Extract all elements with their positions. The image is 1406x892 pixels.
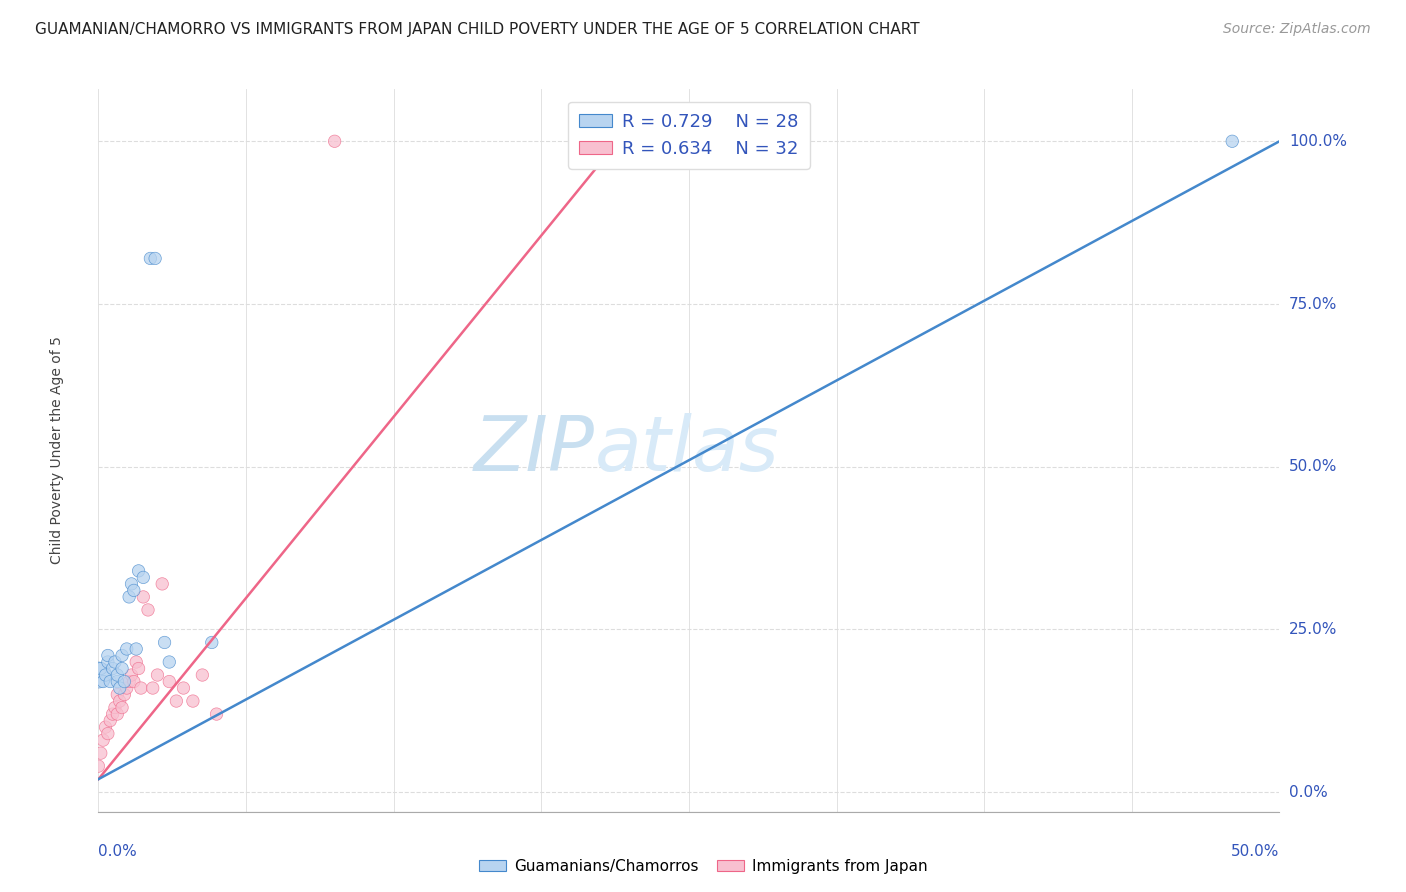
Legend: R = 0.729    N = 28, R = 0.634    N = 32: R = 0.729 N = 28, R = 0.634 N = 32: [568, 102, 810, 169]
Text: 100.0%: 100.0%: [1289, 134, 1347, 149]
Text: 50.0%: 50.0%: [1232, 844, 1279, 859]
Point: [191, 668, 214, 682]
Point: [118, 590, 141, 604]
Text: 25.0%: 25.0%: [1289, 622, 1337, 637]
Point: [1220, 134, 1243, 148]
Point: [323, 134, 346, 148]
Text: 50.0%: 50.0%: [1289, 459, 1337, 475]
Point: [115, 681, 138, 695]
Point: [125, 642, 148, 657]
Point: [97, 655, 120, 669]
Point: [143, 252, 166, 266]
Point: [205, 707, 228, 722]
Point: [157, 674, 180, 689]
Point: [146, 668, 169, 682]
Point: [112, 674, 135, 689]
Point: [97, 726, 120, 740]
Point: [90, 661, 112, 675]
Legend: Guamanians/Chamorros, Immigrants from Japan: Guamanians/Chamorros, Immigrants from Ja…: [472, 853, 934, 880]
Text: Source: ZipAtlas.com: Source: ZipAtlas.com: [1223, 22, 1371, 37]
Point: [98, 674, 121, 689]
Point: [90, 746, 112, 760]
Point: [150, 577, 173, 591]
Point: [122, 583, 145, 598]
Text: ZIP: ZIP: [474, 414, 595, 487]
Point: [128, 661, 150, 675]
Point: [118, 674, 141, 689]
Point: [115, 642, 138, 657]
Point: [157, 655, 180, 669]
Point: [105, 688, 128, 702]
Point: [132, 570, 155, 584]
Point: [112, 688, 135, 702]
Point: [91, 733, 114, 747]
Point: [97, 648, 120, 663]
Point: [139, 252, 162, 266]
Point: [122, 674, 145, 689]
Point: [165, 694, 187, 708]
Point: [121, 577, 143, 591]
Point: [125, 655, 148, 669]
Text: GUAMANIAN/CHAMORRO VS IMMIGRANTS FROM JAPAN CHILD POVERTY UNDER THE AGE OF 5 COR: GUAMANIAN/CHAMORRO VS IMMIGRANTS FROM JA…: [35, 22, 920, 37]
Point: [98, 714, 121, 728]
Point: [108, 681, 131, 695]
Point: [101, 661, 124, 675]
Point: [91, 674, 114, 689]
Point: [201, 635, 224, 649]
Point: [128, 564, 150, 578]
Point: [136, 603, 159, 617]
Point: [105, 707, 128, 722]
Point: [142, 681, 165, 695]
Point: [101, 707, 124, 722]
Point: [105, 668, 128, 682]
Point: [129, 681, 152, 695]
Point: [104, 655, 127, 669]
Point: [172, 681, 194, 695]
Text: 0.0%: 0.0%: [1289, 785, 1327, 800]
Text: 0.0%: 0.0%: [98, 844, 138, 859]
Point: [121, 668, 143, 682]
Point: [87, 668, 110, 682]
Text: atlas: atlas: [595, 414, 779, 487]
Point: [132, 590, 155, 604]
Point: [105, 674, 128, 689]
Point: [108, 694, 131, 708]
Point: [153, 635, 176, 649]
Text: 75.0%: 75.0%: [1289, 296, 1337, 311]
Text: Child Poverty Under the Age of 5: Child Poverty Under the Age of 5: [51, 336, 65, 565]
Point: [111, 661, 134, 675]
Point: [94, 720, 117, 734]
Point: [104, 700, 127, 714]
Point: [94, 668, 117, 682]
Point: [181, 694, 204, 708]
Point: [87, 759, 110, 773]
Point: [111, 648, 134, 663]
Point: [111, 700, 134, 714]
